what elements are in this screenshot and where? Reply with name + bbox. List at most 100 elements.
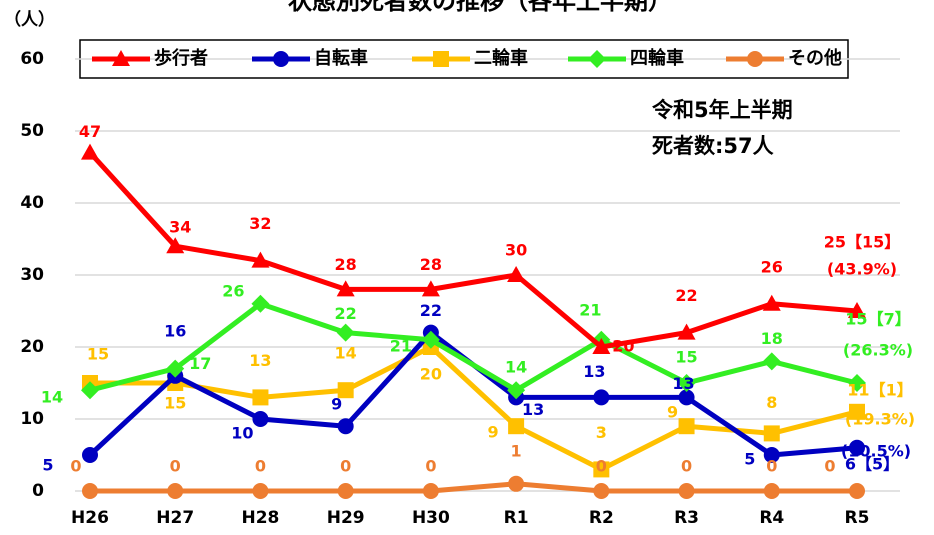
y-tick-label: 50 xyxy=(20,121,44,141)
marker xyxy=(337,382,354,399)
marker xyxy=(252,389,269,406)
data-label: 21 xyxy=(579,300,601,319)
x-tick-label: H27 xyxy=(156,508,194,528)
annotation: 令和5年上半期 xyxy=(652,98,793,122)
data-label: 0 xyxy=(425,457,436,476)
y-tick-label: 30 xyxy=(20,265,44,285)
y-tick-label: 20 xyxy=(20,337,44,357)
x-tick-label: R3 xyxy=(674,508,699,528)
marker xyxy=(421,280,440,297)
y-tick-label: 0 xyxy=(32,481,44,501)
marker xyxy=(677,323,696,340)
legend-label: 歩行者 xyxy=(154,47,208,69)
marker xyxy=(762,294,781,311)
marker xyxy=(166,237,185,254)
x-tick-label: R2 xyxy=(589,508,614,528)
series-line xyxy=(88,150,858,350)
marker xyxy=(763,425,780,442)
marker xyxy=(81,143,99,160)
marker xyxy=(588,50,606,68)
marker xyxy=(507,266,526,282)
marker xyxy=(251,251,270,268)
marker xyxy=(273,51,289,67)
series-line xyxy=(90,344,858,472)
x-tick-label: R4 xyxy=(759,508,784,528)
data-label: 9 xyxy=(331,395,342,414)
data-label: 0 xyxy=(766,457,777,476)
marker xyxy=(592,338,611,354)
data-label: 11【1】 xyxy=(847,380,912,399)
marker xyxy=(677,374,696,392)
marker xyxy=(336,280,355,297)
legend-label: 四輪車 xyxy=(630,47,684,69)
data-label: 25【15】 xyxy=(824,233,901,252)
marker xyxy=(848,374,866,392)
marker xyxy=(593,461,610,478)
data-label: 34 xyxy=(169,218,191,237)
data-label: 47 xyxy=(79,122,101,141)
data-label: 16 xyxy=(164,321,186,340)
series-line xyxy=(89,301,858,393)
marker xyxy=(763,483,780,499)
data-label: 22 xyxy=(675,286,697,305)
data-label: 5 xyxy=(744,450,755,469)
legend-label: 二輪車 xyxy=(474,47,528,69)
data-label: 13 xyxy=(672,374,694,393)
data-label-note: (26.3%) xyxy=(843,341,913,360)
data-label: 0 xyxy=(340,457,351,476)
marker xyxy=(678,483,695,499)
data-label-note: (10.5%) xyxy=(841,441,911,460)
marker xyxy=(82,483,98,499)
data-label: 26 xyxy=(222,281,244,300)
data-label-note: (19.3%) xyxy=(845,409,915,428)
series-line xyxy=(90,481,857,494)
marker xyxy=(81,381,99,400)
marker xyxy=(337,418,354,435)
marker xyxy=(593,389,610,406)
data-label: 0 xyxy=(70,457,81,476)
marker xyxy=(593,483,610,499)
marker xyxy=(336,323,355,342)
marker xyxy=(507,381,526,400)
series-line xyxy=(88,330,858,458)
data-label: 0 xyxy=(596,457,607,476)
data-label: 9 xyxy=(667,403,678,422)
data-label: 15 xyxy=(675,348,697,367)
data-label-note: (43.9%) xyxy=(827,260,897,279)
data-label: 15 xyxy=(87,345,109,364)
marker xyxy=(112,50,130,66)
y-tick-label: 40 xyxy=(20,193,44,213)
legend-label: その他 xyxy=(788,47,842,69)
data-label: 0 xyxy=(681,457,692,476)
data-label: 5 xyxy=(42,456,53,475)
data-label: 14 xyxy=(335,344,357,363)
data-label: 3 xyxy=(596,423,607,442)
data-label: 14 xyxy=(505,358,527,377)
series xyxy=(82,324,865,463)
data-label: 20 xyxy=(612,337,634,356)
marker xyxy=(82,447,98,463)
data-label: 0 xyxy=(170,457,181,476)
marker xyxy=(678,418,695,435)
marker xyxy=(678,389,695,406)
marker xyxy=(848,302,866,318)
data-label: 15 xyxy=(164,394,186,413)
marker xyxy=(433,51,449,67)
data-label: 13 xyxy=(522,400,544,419)
y-axis-label: （人） xyxy=(4,9,55,30)
data-label: 13 xyxy=(583,362,605,381)
marker xyxy=(849,483,865,499)
marker xyxy=(252,411,269,427)
data-label: 9 xyxy=(488,423,499,442)
data-label: 15【7】 xyxy=(845,310,910,329)
legend-label: 自転車 xyxy=(314,47,368,69)
data-label: 22 xyxy=(335,304,357,323)
series xyxy=(81,143,866,354)
y-tick-label: 10 xyxy=(20,409,44,429)
x-tick-label: H28 xyxy=(241,508,279,528)
data-label: 6【5】 xyxy=(845,454,899,473)
y-tick-label: 60 xyxy=(20,49,44,69)
x-tick-label: R1 xyxy=(504,508,529,528)
marker xyxy=(762,352,781,371)
